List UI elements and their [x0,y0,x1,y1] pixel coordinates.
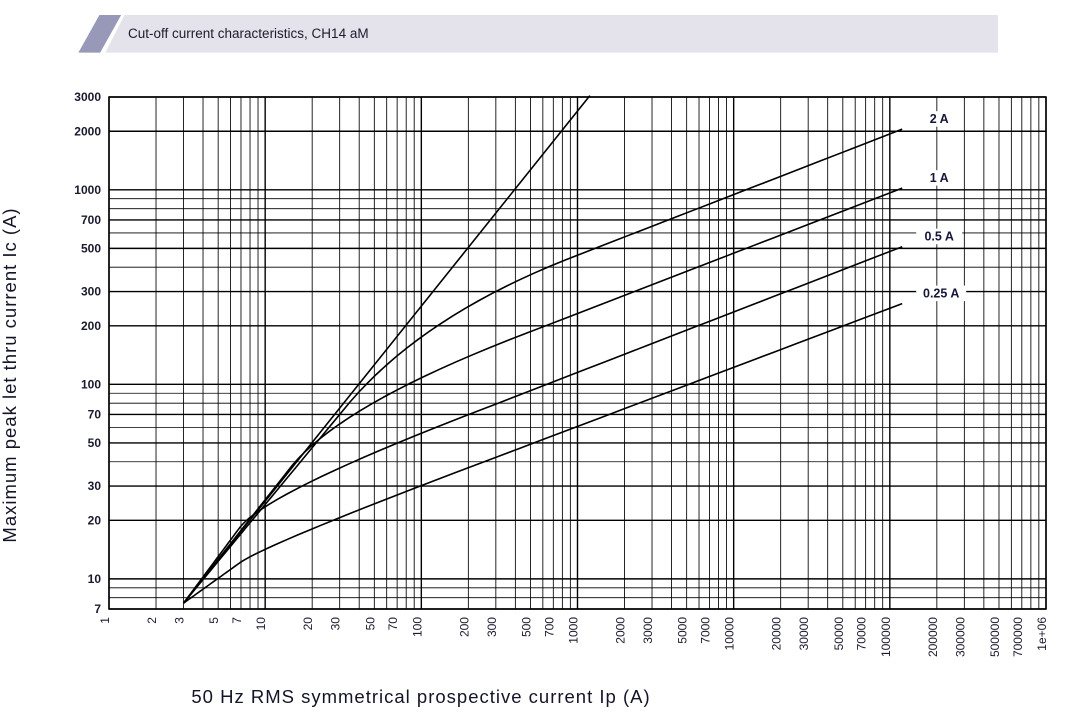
svg-text:500: 500 [81,241,101,255]
svg-text:3: 3 [173,617,187,624]
svg-text:7000: 7000 [698,617,712,644]
svg-text:20: 20 [88,513,102,527]
svg-text:50: 50 [363,617,377,631]
svg-text:300: 300 [81,285,101,299]
svg-text:50000: 50000 [832,617,846,651]
svg-text:30: 30 [329,617,343,631]
svg-text:50: 50 [88,436,102,450]
svg-text:1000: 1000 [567,617,581,644]
svg-text:0.5 A: 0.5 A [924,229,953,243]
svg-text:200000: 200000 [926,617,940,657]
svg-text:7: 7 [94,602,101,616]
svg-text:20: 20 [301,617,315,631]
svg-text:100: 100 [81,377,101,391]
svg-text:500: 500 [519,617,533,637]
svg-text:2: 2 [145,617,159,624]
svg-text:300: 300 [485,617,499,637]
svg-text:3000: 3000 [74,90,101,104]
svg-text:2000: 2000 [74,124,101,138]
svg-text:500000: 500000 [988,617,1002,657]
svg-text:100000: 100000 [879,617,893,657]
svg-text:2000: 2000 [614,617,628,644]
svg-text:30: 30 [88,479,102,493]
svg-text:700: 700 [542,617,556,637]
svg-text:5: 5 [207,617,221,624]
svg-text:70: 70 [386,617,400,631]
svg-text:200: 200 [81,319,101,333]
svg-text:2 A: 2 A [930,112,949,126]
svg-text:10: 10 [254,617,268,631]
svg-text:700: 700 [81,213,101,227]
svg-text:700000: 700000 [1011,617,1025,657]
svg-text:1: 1 [98,617,112,624]
svg-text:300000: 300000 [953,617,967,657]
svg-text:200: 200 [457,617,471,637]
svg-text:70000: 70000 [855,617,869,651]
svg-text:3000: 3000 [641,617,655,644]
svg-text:10000: 10000 [723,617,737,651]
svg-text:1 A: 1 A [930,171,949,185]
svg-text:30000: 30000 [797,617,811,651]
svg-text:5000: 5000 [676,617,690,644]
svg-text:0.25 A: 0.25 A [923,286,959,300]
svg-text:7: 7 [230,617,244,624]
svg-text:1000: 1000 [74,183,101,197]
svg-text:100: 100 [410,617,424,637]
svg-text:70: 70 [88,407,102,421]
svg-text:20000: 20000 [770,617,784,651]
svg-text:10: 10 [88,572,102,586]
svg-text:1e+06: 1e+06 [1035,617,1049,651]
